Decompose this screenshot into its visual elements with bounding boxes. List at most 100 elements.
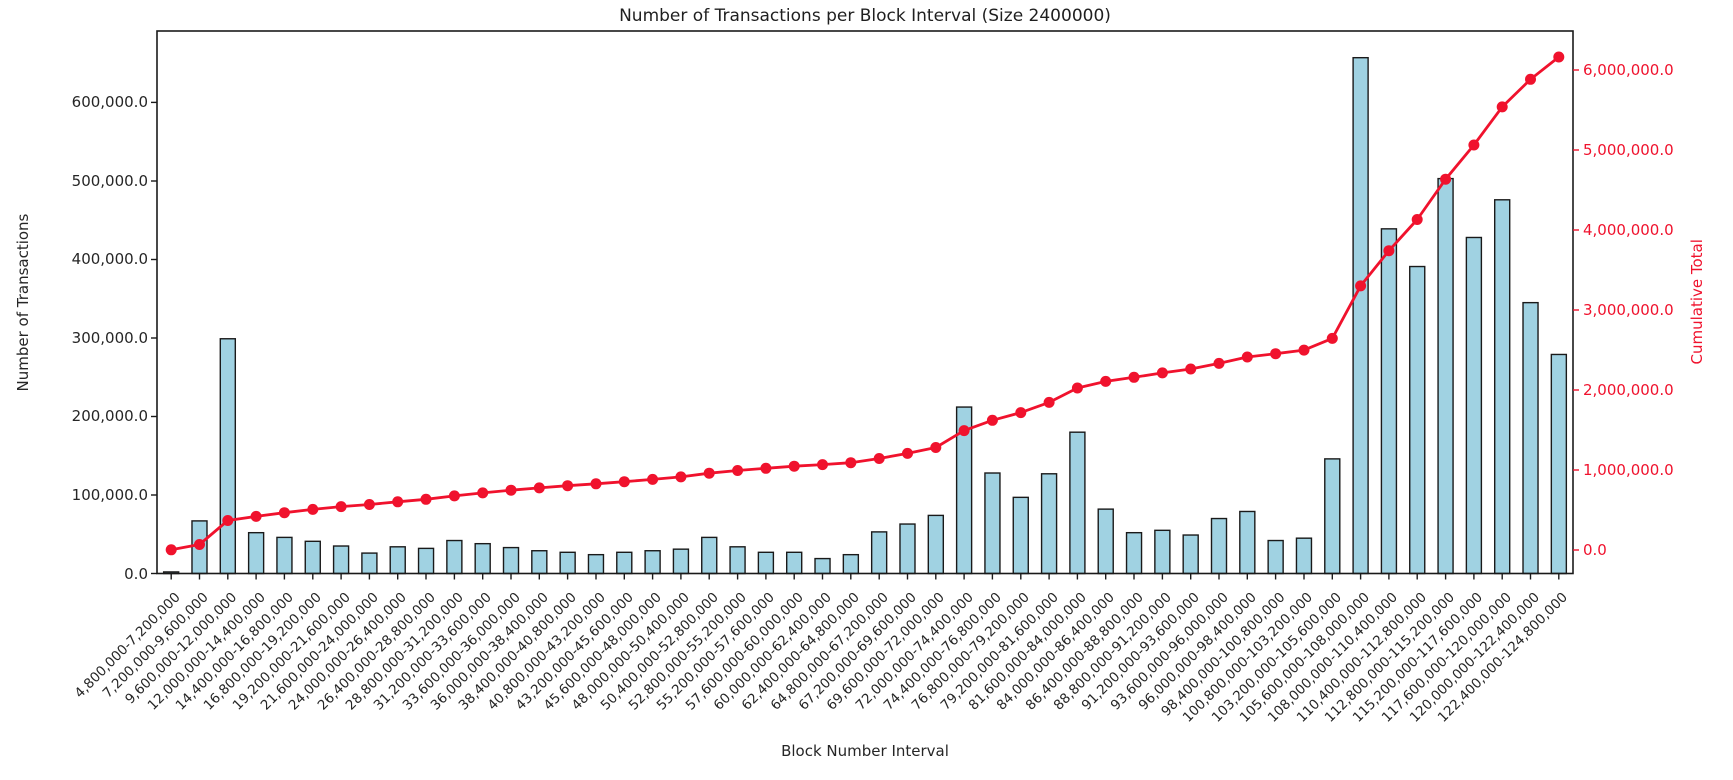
bar bbox=[672, 548, 690, 575]
y-tick-label-right: 0.0 bbox=[1583, 540, 1607, 559]
data-point bbox=[1525, 73, 1536, 85]
bar bbox=[1210, 517, 1228, 575]
y-tick-label-right: 4,000,000.0 bbox=[1583, 221, 1674, 240]
data-point bbox=[1298, 344, 1310, 356]
data-point bbox=[1015, 407, 1027, 419]
bar bbox=[701, 536, 718, 575]
data-point bbox=[1383, 245, 1395, 257]
data-point bbox=[307, 503, 319, 515]
bar bbox=[1267, 539, 1284, 575]
data-point bbox=[1185, 363, 1197, 375]
y-tick-label-right: 6,000,000.0 bbox=[1583, 61, 1674, 80]
bar bbox=[1295, 537, 1313, 575]
data-point bbox=[1043, 396, 1055, 408]
data-point bbox=[1411, 214, 1423, 225]
data-point bbox=[618, 476, 630, 488]
y-tick-label-left: 100,000.0 bbox=[71, 485, 148, 504]
bar bbox=[1352, 56, 1369, 575]
data-point bbox=[788, 460, 800, 472]
bar bbox=[870, 531, 888, 575]
y-axis-label-right: Cumulative Total bbox=[1688, 239, 1706, 365]
data-point bbox=[958, 425, 970, 437]
bar bbox=[842, 553, 860, 575]
y-tick-label-left: 0.0 bbox=[124, 564, 148, 583]
data-point bbox=[1496, 101, 1508, 113]
bar bbox=[446, 539, 463, 575]
data-point bbox=[845, 457, 857, 469]
data-point bbox=[1440, 173, 1452, 185]
bar bbox=[1012, 496, 1029, 575]
axes-box bbox=[156, 30, 1574, 575]
bar bbox=[304, 540, 321, 575]
y-tick-label-right: 1,000,000.0 bbox=[1583, 460, 1674, 479]
data-point bbox=[930, 442, 942, 453]
data-point bbox=[760, 462, 772, 474]
bar bbox=[1069, 431, 1086, 575]
bar bbox=[389, 546, 406, 575]
data-point bbox=[194, 539, 205, 550]
data-point bbox=[335, 501, 347, 513]
data-point bbox=[1241, 351, 1253, 363]
bar bbox=[1182, 534, 1199, 575]
bar bbox=[644, 550, 661, 575]
y-tick-label-left: 500,000.0 bbox=[71, 171, 148, 190]
bar bbox=[531, 550, 548, 575]
data-point bbox=[1553, 51, 1565, 63]
data-point bbox=[1355, 280, 1367, 292]
data-point bbox=[1213, 357, 1225, 369]
bar bbox=[587, 553, 605, 575]
data-point bbox=[250, 510, 262, 522]
data-point bbox=[1128, 371, 1140, 383]
y-tick-label-right: 3,000,000.0 bbox=[1583, 301, 1674, 319]
bar bbox=[814, 557, 831, 575]
data-point bbox=[222, 515, 234, 526]
data-point bbox=[505, 484, 517, 496]
bar bbox=[247, 531, 265, 575]
y-tick-label-left: 400,000.0 bbox=[71, 250, 148, 269]
bar bbox=[1550, 353, 1568, 575]
y-tick-label-left: 200,000.0 bbox=[71, 407, 148, 426]
bar bbox=[1522, 301, 1539, 575]
bar bbox=[927, 514, 945, 575]
bar bbox=[1409, 265, 1426, 575]
chart-title: Number of Transactions per Block Interva… bbox=[619, 6, 1111, 26]
bar bbox=[1097, 508, 1114, 575]
bar bbox=[417, 547, 435, 575]
data-point bbox=[1156, 367, 1168, 379]
data-point bbox=[1270, 348, 1282, 360]
data-point bbox=[363, 499, 375, 510]
bar bbox=[502, 546, 520, 575]
bar bbox=[729, 546, 746, 575]
bar bbox=[984, 472, 1001, 575]
bar bbox=[1239, 510, 1256, 575]
data-point bbox=[986, 414, 998, 426]
bar bbox=[276, 536, 293, 575]
data-point bbox=[590, 478, 602, 490]
bar bbox=[219, 338, 237, 575]
data-point bbox=[732, 465, 744, 476]
data-point bbox=[675, 471, 687, 483]
data-point bbox=[647, 473, 659, 485]
bar bbox=[1154, 529, 1171, 575]
data-point bbox=[703, 467, 715, 479]
y-tick-label-left: 600,000.0 bbox=[71, 93, 148, 112]
bar bbox=[786, 551, 803, 575]
bar bbox=[899, 523, 916, 575]
data-point bbox=[1100, 375, 1112, 387]
bar bbox=[332, 545, 350, 575]
bar bbox=[1040, 473, 1058, 575]
bar bbox=[559, 551, 576, 575]
data-point bbox=[1326, 332, 1338, 344]
bar bbox=[1125, 531, 1143, 575]
y-tick-label-right: 2,000,000.0 bbox=[1583, 381, 1674, 399]
data-point bbox=[392, 496, 404, 508]
bar bbox=[474, 542, 491, 575]
x-axis-label: Block Number Interval bbox=[781, 742, 949, 760]
bar bbox=[361, 552, 378, 575]
y-tick-label-left: 300,000.0 bbox=[71, 328, 148, 347]
data-point bbox=[817, 459, 828, 471]
data-point bbox=[902, 447, 913, 459]
bar bbox=[1465, 236, 1483, 575]
